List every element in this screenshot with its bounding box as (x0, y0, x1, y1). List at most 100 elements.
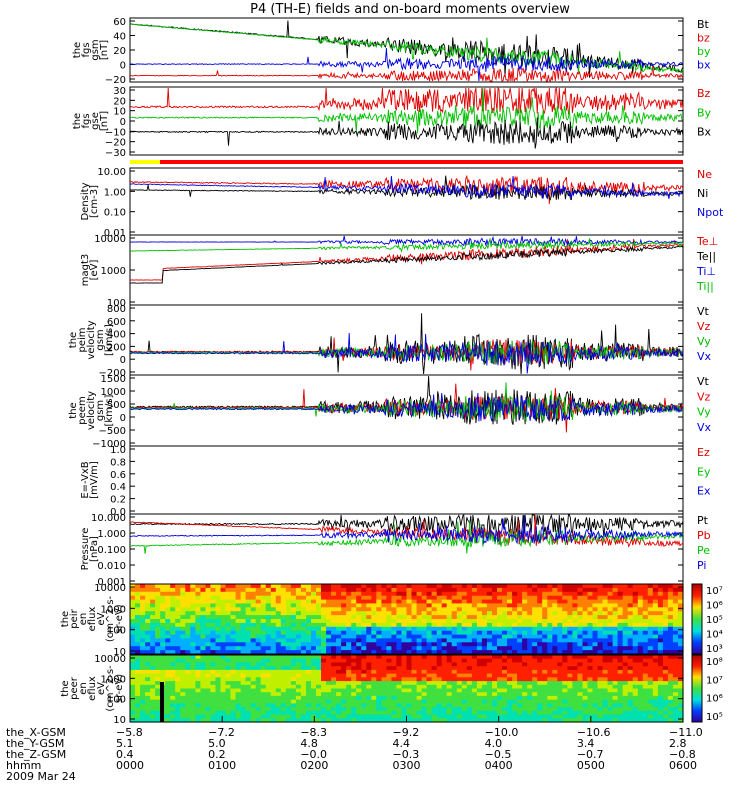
heatmap-cell (300, 611, 307, 616)
heatmap-cell (381, 642, 387, 647)
heatmap-cell (155, 662, 161, 667)
heatmap-cell (607, 646, 614, 651)
heatmap-cell (361, 650, 367, 655)
heatmap-cell (577, 714, 583, 719)
heatmap-cell (265, 638, 272, 643)
ephem-label: the_Y-GSM (6, 737, 65, 750)
heatmap-cell (140, 626, 146, 632)
heatmap-cell (235, 611, 242, 616)
heatmap-cell (542, 699, 548, 704)
heatmap-cell (537, 699, 543, 704)
heatmap-cell (522, 642, 528, 647)
heatmap-cell (612, 684, 619, 690)
heatmap-cell (411, 673, 418, 678)
heatmap-cell (396, 677, 402, 682)
heatmap-cell (647, 710, 654, 716)
heatmap-cell (250, 710, 257, 716)
heatmap-cell (255, 695, 262, 701)
heatmap-cell (386, 622, 392, 628)
heatmap-cell (622, 630, 629, 636)
heatmap-cell (235, 658, 242, 663)
heatmap-cell (517, 622, 523, 628)
heatmap-cell (567, 630, 573, 636)
heatmap-cell (492, 646, 498, 651)
heatmap-cell (597, 615, 604, 620)
ephem-value: 0000 (116, 759, 144, 772)
heatmap-cell (326, 638, 332, 643)
heatmap-cell (356, 638, 362, 643)
heatmap-cell (642, 584, 649, 589)
heatmap-cell (466, 611, 473, 616)
heatmap-cell (441, 684, 448, 690)
heatmap-cell (230, 684, 237, 690)
y-tick-label: 0.01 (104, 228, 126, 239)
heatmap-cell (557, 703, 563, 708)
heatmap-cell (135, 607, 141, 612)
heatmap-cell (260, 707, 267, 712)
heatmap-cell (135, 692, 141, 697)
heatmap-cell (240, 615, 247, 620)
heatmap-cell (336, 603, 342, 608)
heatmap-cell (476, 692, 483, 697)
heatmap-cell (300, 595, 307, 601)
heatmap-cell (185, 666, 191, 671)
heatmap-cell (220, 626, 227, 632)
heatmap-cell (622, 662, 629, 667)
heatmap-cell (587, 688, 594, 693)
heatmap-cell (502, 699, 508, 704)
heatmap-cell (552, 681, 558, 686)
heatmap-cell (557, 619, 563, 624)
heatmap-cell (461, 587, 468, 593)
heatmap-cell (492, 642, 498, 647)
heatmap-cell (220, 695, 227, 701)
heatmap-cell (265, 714, 272, 719)
legend-vt: Vt (697, 375, 710, 388)
heatmap-cell (592, 673, 599, 678)
heatmap-cell (245, 650, 252, 655)
heatmap-cell (160, 611, 166, 616)
heatmap-cell (657, 718, 664, 723)
heatmap-cell (180, 584, 186, 589)
heatmap-cell (678, 650, 684, 655)
heatmap-cell (346, 646, 352, 651)
heatmap-cell (492, 669, 498, 675)
heatmap-cell (260, 673, 267, 678)
heatmap-cell (130, 607, 136, 612)
heatmap-cell (431, 673, 438, 678)
heatmap-cell (235, 714, 242, 719)
heatmap-cell (255, 650, 262, 655)
legend-vz: Vz (697, 390, 711, 403)
legend-ne: Ne (697, 168, 712, 181)
heatmap-cell (190, 681, 196, 686)
heatmap-cell (200, 681, 206, 686)
heatmap-cell (592, 684, 599, 690)
heatmap-cell (587, 655, 594, 660)
heatmap-cell (150, 677, 156, 682)
heatmap-cell (311, 650, 317, 655)
heatmap-cell (602, 666, 609, 671)
mode-bar-slow (130, 160, 160, 164)
heatmap-cell (617, 655, 624, 660)
heatmap-cell (502, 703, 508, 708)
heatmap-cell (200, 699, 206, 704)
heatmap-cell (336, 584, 342, 589)
heatmap-cell (512, 626, 518, 632)
heatmap-cell (471, 638, 478, 643)
heatmap-cell (446, 681, 453, 686)
heatmap-cell (260, 642, 267, 647)
heatmap-cell (326, 707, 332, 712)
heatmap-cell (436, 662, 443, 667)
heatmap-cell (180, 634, 186, 640)
heatmap-cell (466, 714, 473, 719)
heatmap-cell (250, 699, 257, 704)
heatmap-cell (165, 673, 171, 678)
heatmap-cell (220, 599, 227, 605)
heatmap-cell (135, 646, 141, 651)
heatmap-cell (260, 587, 267, 593)
heatmap-cell (431, 655, 438, 660)
heatmap-cell (160, 666, 166, 671)
heatmap-cell (175, 650, 181, 655)
heatmap-cell (185, 630, 191, 636)
heatmap-cell (592, 666, 599, 671)
heatmap-cell (507, 650, 513, 655)
